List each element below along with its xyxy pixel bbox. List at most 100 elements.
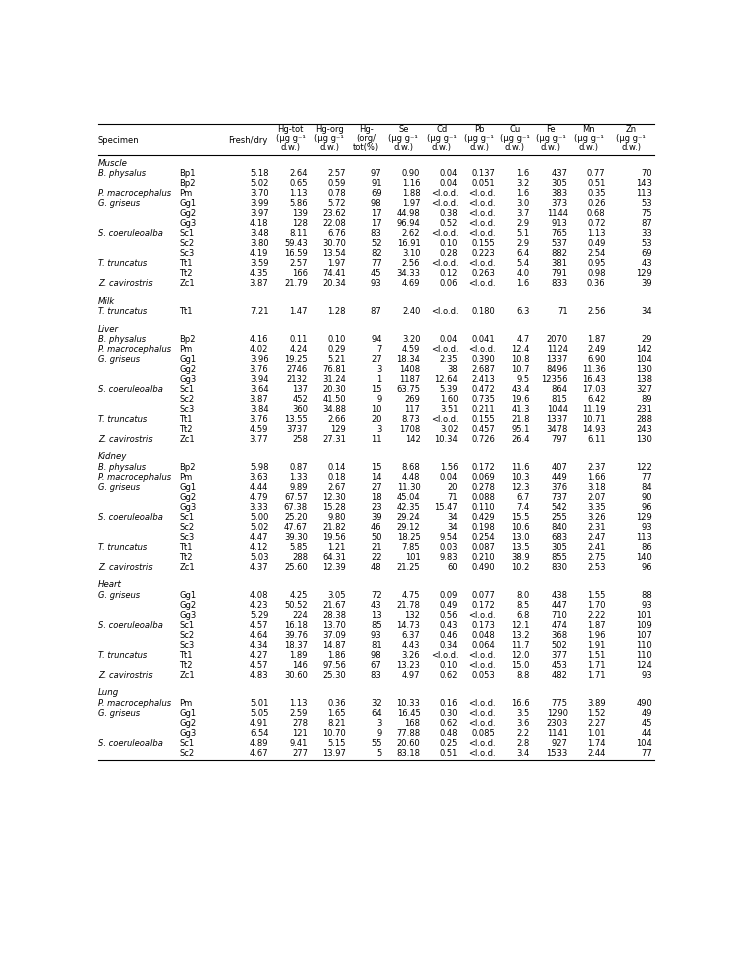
Text: 6.37: 6.37 <box>401 630 421 640</box>
Text: 2.413: 2.413 <box>472 375 495 383</box>
Text: 4.34: 4.34 <box>250 641 269 649</box>
Text: 45: 45 <box>371 269 382 278</box>
Text: 77.88: 77.88 <box>396 728 421 736</box>
Text: 93: 93 <box>642 670 652 679</box>
Text: Bp2: Bp2 <box>179 179 196 188</box>
Text: 37.09: 37.09 <box>322 630 346 640</box>
Text: 0.10: 0.10 <box>327 334 346 343</box>
Text: Bp2: Bp2 <box>179 334 196 343</box>
Text: 3.4: 3.4 <box>517 748 530 757</box>
Text: 2.62: 2.62 <box>401 229 421 238</box>
Text: Hg-org: Hg-org <box>315 125 344 134</box>
Text: Gg3: Gg3 <box>179 375 197 383</box>
Text: 2.37: 2.37 <box>587 463 606 471</box>
Text: 9.83: 9.83 <box>440 553 458 561</box>
Text: Gg2: Gg2 <box>179 492 197 502</box>
Text: T. truncatus: T. truncatus <box>98 650 148 659</box>
Text: 5.05: 5.05 <box>250 708 269 717</box>
Text: 5.39: 5.39 <box>440 384 458 393</box>
Text: 6.54: 6.54 <box>250 728 269 736</box>
Text: 64.31: 64.31 <box>322 553 346 561</box>
Text: 0.78: 0.78 <box>327 189 346 199</box>
Text: Sc1: Sc1 <box>179 620 195 629</box>
Text: S. coeruleoalba: S. coeruleoalba <box>98 620 163 629</box>
Text: 146: 146 <box>292 660 308 669</box>
Text: 4.08: 4.08 <box>250 590 269 600</box>
Text: Zc1: Zc1 <box>179 434 195 444</box>
Text: 137: 137 <box>292 384 308 393</box>
Text: 4.69: 4.69 <box>401 279 421 289</box>
Text: Sc3: Sc3 <box>179 249 195 258</box>
Text: <l.o.d.: <l.o.d. <box>468 344 495 354</box>
Text: 20.60: 20.60 <box>396 738 421 747</box>
Text: 0.173: 0.173 <box>472 620 495 629</box>
Text: 2.07: 2.07 <box>587 492 606 502</box>
Text: 13.23: 13.23 <box>396 660 421 669</box>
Text: <l.o.d.: <l.o.d. <box>468 698 495 707</box>
Text: 2.44: 2.44 <box>587 748 606 757</box>
Text: 1.13: 1.13 <box>587 229 606 238</box>
Text: Gg3: Gg3 <box>179 503 197 511</box>
Text: 3.97: 3.97 <box>250 209 269 218</box>
Text: 0.10: 0.10 <box>440 660 458 669</box>
Text: 8.0: 8.0 <box>517 590 530 600</box>
Text: 0.77: 0.77 <box>587 169 606 178</box>
Text: 377: 377 <box>551 650 567 659</box>
Text: 64: 64 <box>371 708 382 717</box>
Text: Gg1: Gg1 <box>179 708 197 717</box>
Text: 0.26: 0.26 <box>587 200 606 208</box>
Text: <l.o.d.: <l.o.d. <box>468 738 495 747</box>
Text: <l.o.d.: <l.o.d. <box>468 209 495 218</box>
Text: 0.278: 0.278 <box>472 482 495 491</box>
Text: 3.64: 3.64 <box>250 384 269 393</box>
Text: 1.47: 1.47 <box>289 307 308 316</box>
Text: 10.8: 10.8 <box>511 355 530 364</box>
Text: 6.8: 6.8 <box>516 610 530 619</box>
Text: 33: 33 <box>642 229 652 238</box>
Text: 8.21: 8.21 <box>327 718 346 727</box>
Text: 0.25: 0.25 <box>440 738 458 747</box>
Text: 17: 17 <box>371 209 382 218</box>
Text: 0.16: 0.16 <box>440 698 458 707</box>
Text: 14.87: 14.87 <box>322 641 346 649</box>
Text: 98: 98 <box>371 650 382 659</box>
Text: 10.34: 10.34 <box>435 434 458 444</box>
Text: 0.263: 0.263 <box>472 269 495 278</box>
Text: (μg g⁻¹: (μg g⁻¹ <box>536 134 566 143</box>
Text: 1.97: 1.97 <box>401 200 421 208</box>
Text: 39: 39 <box>642 279 652 289</box>
Text: 0.223: 0.223 <box>472 249 495 258</box>
Text: 2.22: 2.22 <box>587 610 606 619</box>
Text: 20.34: 20.34 <box>322 279 346 289</box>
Text: 5.18: 5.18 <box>250 169 269 178</box>
Text: Kidney: Kidney <box>98 452 127 461</box>
Text: Bp1: Bp1 <box>179 169 196 178</box>
Text: 0.35: 0.35 <box>587 189 606 199</box>
Text: 0.041: 0.041 <box>472 334 495 343</box>
Text: 0.172: 0.172 <box>472 600 495 609</box>
Text: 15.5: 15.5 <box>512 512 530 521</box>
Text: 5.01: 5.01 <box>250 698 269 707</box>
Text: 93: 93 <box>371 279 382 289</box>
Text: <l.o.d.: <l.o.d. <box>468 189 495 199</box>
Text: 0.52: 0.52 <box>440 219 458 228</box>
Text: 93: 93 <box>371 630 382 640</box>
Text: 0.210: 0.210 <box>472 553 495 561</box>
Text: 77: 77 <box>642 472 652 481</box>
Text: 97.56: 97.56 <box>322 660 346 669</box>
Text: 52: 52 <box>371 239 382 248</box>
Text: Sc2: Sc2 <box>179 748 195 757</box>
Text: 25.20: 25.20 <box>284 512 308 521</box>
Text: <l.o.d.: <l.o.d. <box>468 259 495 268</box>
Text: 1.6: 1.6 <box>517 169 530 178</box>
Text: 5.1: 5.1 <box>517 229 530 238</box>
Text: 927: 927 <box>552 738 567 747</box>
Text: 16.59: 16.59 <box>284 249 308 258</box>
Text: 0.12: 0.12 <box>440 269 458 278</box>
Text: 278: 278 <box>292 718 308 727</box>
Text: Sc3: Sc3 <box>179 532 195 542</box>
Text: 5.98: 5.98 <box>250 463 269 471</box>
Text: 0.18: 0.18 <box>327 472 346 481</box>
Text: 855: 855 <box>552 553 567 561</box>
Text: 139: 139 <box>292 209 308 218</box>
